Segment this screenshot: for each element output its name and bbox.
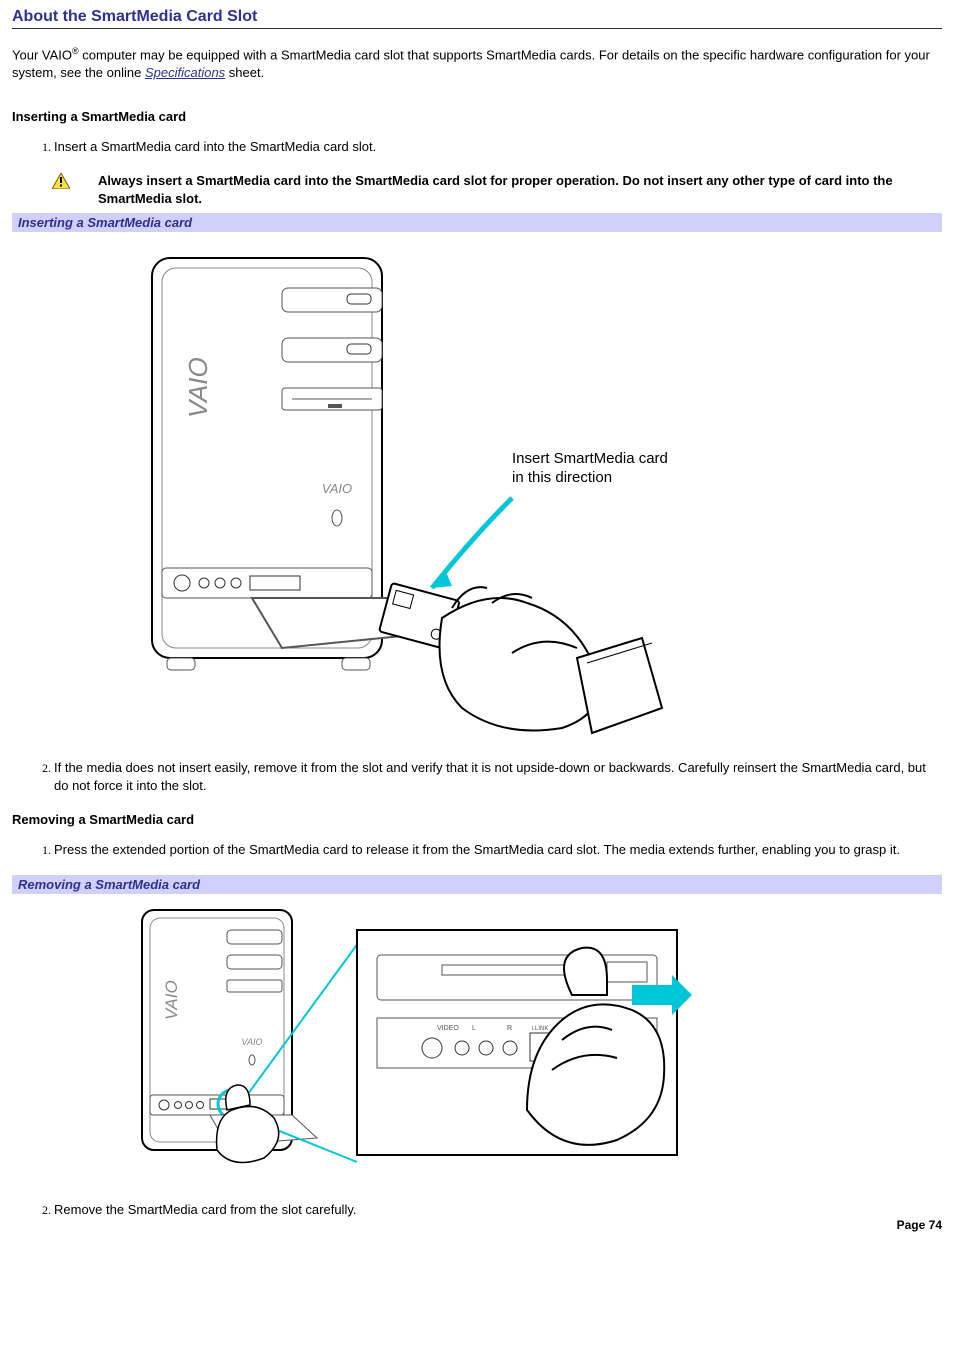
- section-header-inserting: Inserting a SmartMedia card: [12, 109, 942, 124]
- figure-caption-removing: Removing a SmartMedia card: [12, 875, 942, 894]
- figure-removing: VAIO VAIO VIDEO L: [12, 894, 942, 1201]
- figure1-callout-line1: Insert SmartMedia card: [512, 450, 668, 467]
- warning-text: Always insert a SmartMedia card into the…: [98, 172, 942, 207]
- intro-post: sheet.: [225, 65, 264, 80]
- intro-pre: Your VAIO: [12, 47, 72, 62]
- warning-icon: [52, 173, 70, 194]
- registered-mark: ®: [72, 46, 79, 56]
- figure-caption-inserting: Inserting a SmartMedia card: [12, 213, 942, 232]
- figure-inserting: VAIO VAIO Insert SmartMedia card in this…: [12, 232, 942, 759]
- remove-step-1: Press the extended portion of the SmartM…: [54, 841, 942, 859]
- svg-text:i.LINK: i.LINK: [532, 1026, 548, 1032]
- tower-logo: VAIO: [183, 357, 213, 418]
- tower-logo-2: VAIO: [162, 980, 181, 1020]
- intro-paragraph: Your VAIO® computer may be equipped with…: [12, 45, 942, 81]
- insert-step-2: If the media does not insert easily, rem…: [54, 759, 942, 794]
- figure1-callout-line2: in this direction: [512, 469, 612, 486]
- page-title: About the SmartMedia Card Slot: [12, 8, 942, 29]
- drive-logo-2: VAIO: [241, 1037, 262, 1047]
- svg-text:VIDEO: VIDEO: [437, 1025, 459, 1032]
- insert-step-1: Insert a SmartMedia card into the SmartM…: [54, 138, 942, 156]
- drive-logo: VAIO: [322, 481, 352, 496]
- svg-text:R: R: [507, 1025, 512, 1032]
- svg-text:L: L: [472, 1025, 476, 1032]
- warning-box: Always insert a SmartMedia card into the…: [52, 172, 942, 207]
- page-number: Page 74: [897, 1218, 942, 1232]
- specifications-link[interactable]: Specifications: [145, 65, 225, 80]
- section-header-removing: Removing a SmartMedia card: [12, 812, 942, 827]
- remove-step-2: Remove the SmartMedia card from the slot…: [54, 1201, 881, 1219]
